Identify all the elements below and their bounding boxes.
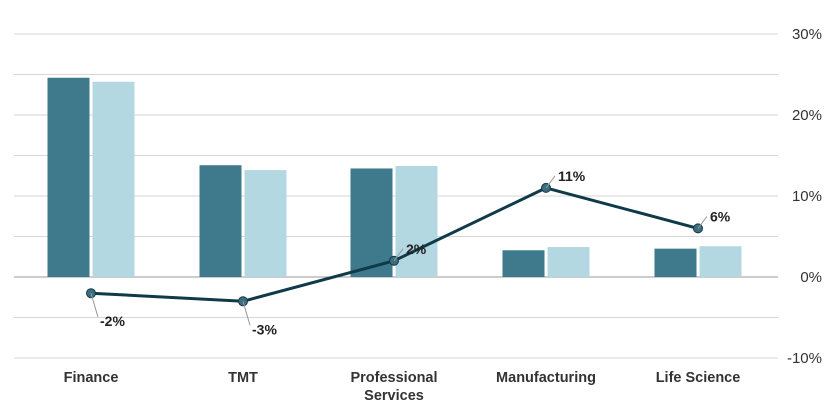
bar-series1-3 bbox=[502, 250, 545, 277]
bar-series2-0 bbox=[92, 81, 135, 277]
x-category-label: TMT bbox=[228, 370, 258, 386]
bar-series1-2 bbox=[350, 168, 393, 277]
y-tick-label: 10% bbox=[792, 188, 822, 205]
bar-series1-4 bbox=[654, 248, 697, 277]
data-label-3: 11% bbox=[558, 168, 586, 184]
data-label-1: -3% bbox=[252, 321, 277, 337]
x-category-label: Life Science bbox=[656, 370, 741, 386]
y-tick-label: 30% bbox=[792, 26, 822, 43]
bar-series2-4 bbox=[699, 246, 742, 277]
data-label-2: 2% bbox=[406, 241, 427, 257]
bar-series2-1 bbox=[244, 170, 287, 277]
bar-series2-3 bbox=[547, 247, 590, 277]
data-label-0: -2% bbox=[100, 313, 125, 329]
y-tick-label: 20% bbox=[792, 107, 822, 124]
bar-series2-2 bbox=[395, 166, 438, 277]
x-category-label: Services bbox=[364, 388, 424, 404]
data-label-leader-2 bbox=[393, 248, 404, 262]
y-tick-label: -10% bbox=[787, 350, 822, 367]
data-label-leader-4 bbox=[697, 216, 708, 229]
bar-series1-1 bbox=[199, 165, 242, 277]
data-label-leader-0 bbox=[90, 293, 99, 318]
data-label-leader-3 bbox=[545, 175, 556, 189]
data-label-4: 6% bbox=[710, 208, 731, 224]
line-series bbox=[90, 186, 699, 303]
y-tick-label: 0% bbox=[800, 269, 822, 286]
data-label-leader-1 bbox=[242, 301, 251, 326]
x-category-label: Finance bbox=[64, 370, 119, 386]
bar-series1-0 bbox=[47, 77, 90, 278]
x-category-label: Manufacturing bbox=[496, 370, 596, 386]
x-category-label: Professional bbox=[350, 370, 437, 386]
